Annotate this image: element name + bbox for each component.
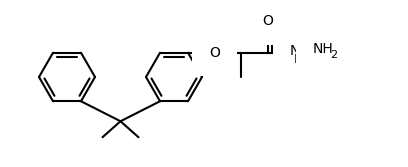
Text: NH: NH — [313, 42, 333, 56]
Text: 2: 2 — [330, 50, 337, 60]
Text: O: O — [262, 14, 273, 28]
Text: N: N — [289, 44, 299, 58]
Text: H: H — [294, 53, 303, 66]
Text: O: O — [209, 46, 220, 60]
